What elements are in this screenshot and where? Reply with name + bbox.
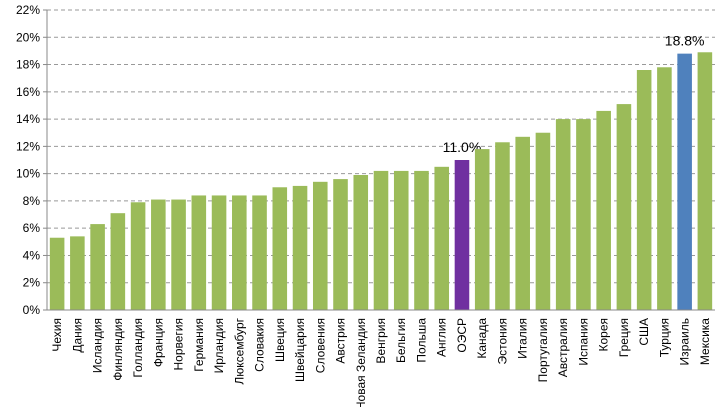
bar	[393, 170, 409, 310]
bar	[333, 179, 348, 310]
data-label: 11.0%	[443, 139, 482, 155]
x-tick-label: Исландия	[91, 318, 105, 373]
bar	[677, 53, 692, 311]
bar	[697, 52, 713, 310]
y-tick-label: 12%	[16, 139, 40, 153]
y-tick-label: 10%	[16, 167, 40, 181]
bar	[353, 175, 369, 310]
bar	[596, 110, 611, 310]
bar	[191, 195, 207, 310]
x-tick-label: Германия	[192, 318, 206, 372]
x-tick-label: ОЭСР	[455, 318, 469, 353]
y-tick-label: 0%	[23, 303, 41, 317]
x-tick-label: Бельгия	[394, 318, 408, 363]
x-tick-label: Дания	[70, 318, 84, 353]
bar	[474, 149, 490, 310]
bar	[151, 199, 166, 310]
bar	[434, 166, 450, 310]
x-tick-label: Греция	[617, 318, 631, 357]
x-tick-label: Мексика	[698, 318, 712, 365]
x-tick-label: Австрия	[334, 318, 348, 364]
bar	[454, 160, 470, 310]
x-tick-label: Швеция	[273, 318, 287, 362]
x-tick-label: Венгрия	[374, 318, 388, 364]
bar	[576, 119, 591, 310]
bar	[414, 170, 429, 310]
x-tick-label: Корея	[597, 318, 611, 352]
x-tick-label: Голландия	[131, 318, 145, 378]
x-tick-label: Словакия	[253, 318, 267, 372]
x-tick-label: Португалия	[536, 318, 550, 382]
x-tick-label: Эстония	[495, 318, 509, 365]
y-tick-label: 14%	[16, 112, 40, 126]
y-tick-label: 4%	[23, 248, 41, 262]
bar	[616, 104, 632, 310]
x-tick-label: Чехия	[50, 318, 64, 352]
x-tick-label: Канада	[475, 318, 489, 359]
x-tick-label: Турция	[657, 318, 671, 357]
bar	[211, 195, 227, 310]
bar	[130, 202, 146, 310]
x-tick-label: Испания	[576, 318, 590, 366]
bar	[312, 181, 328, 310]
x-tick-label: Швейцария	[293, 318, 307, 382]
bar	[515, 136, 530, 310]
y-tick-label: 22%	[16, 3, 40, 17]
bar	[70, 236, 85, 310]
x-tick-label: Ирландия	[212, 318, 226, 373]
x-tick-label: Польша	[414, 318, 428, 363]
bar	[535, 132, 551, 310]
x-tick-label: Норвегия	[172, 318, 186, 371]
bar	[555, 119, 571, 310]
x-tick-label: Австралия	[556, 318, 570, 377]
y-tick-label: 8%	[23, 194, 41, 208]
y-tick-label: 2%	[23, 276, 41, 290]
bar	[292, 185, 308, 310]
x-tick-label: Италия	[516, 318, 530, 359]
x-tick-label: Люксембург	[232, 317, 246, 384]
bar	[657, 67, 672, 310]
bar	[495, 142, 510, 310]
data-label: 18.8%	[665, 33, 705, 49]
x-tick-label: Новая Зеландия	[354, 318, 368, 407]
y-tick-label: 18%	[16, 58, 40, 72]
bar	[636, 70, 652, 310]
x-tick-label: США	[637, 318, 651, 346]
y-tick-label: 20%	[16, 30, 40, 44]
x-tick-label: Израиль	[678, 318, 692, 365]
bar	[252, 195, 267, 310]
y-tick-label: 6%	[23, 221, 41, 235]
x-tick-label: Франция	[151, 318, 165, 367]
bar	[373, 170, 389, 310]
bar	[232, 195, 247, 310]
x-tick-label: Финляндия	[111, 318, 125, 381]
y-tick-label: 16%	[16, 85, 40, 99]
bar	[49, 237, 65, 310]
bar	[272, 187, 288, 310]
bar	[110, 213, 126, 310]
bar	[90, 224, 105, 310]
x-tick-label: Англия	[435, 318, 449, 357]
bar	[171, 199, 186, 310]
x-tick-label: Словения	[313, 318, 327, 373]
